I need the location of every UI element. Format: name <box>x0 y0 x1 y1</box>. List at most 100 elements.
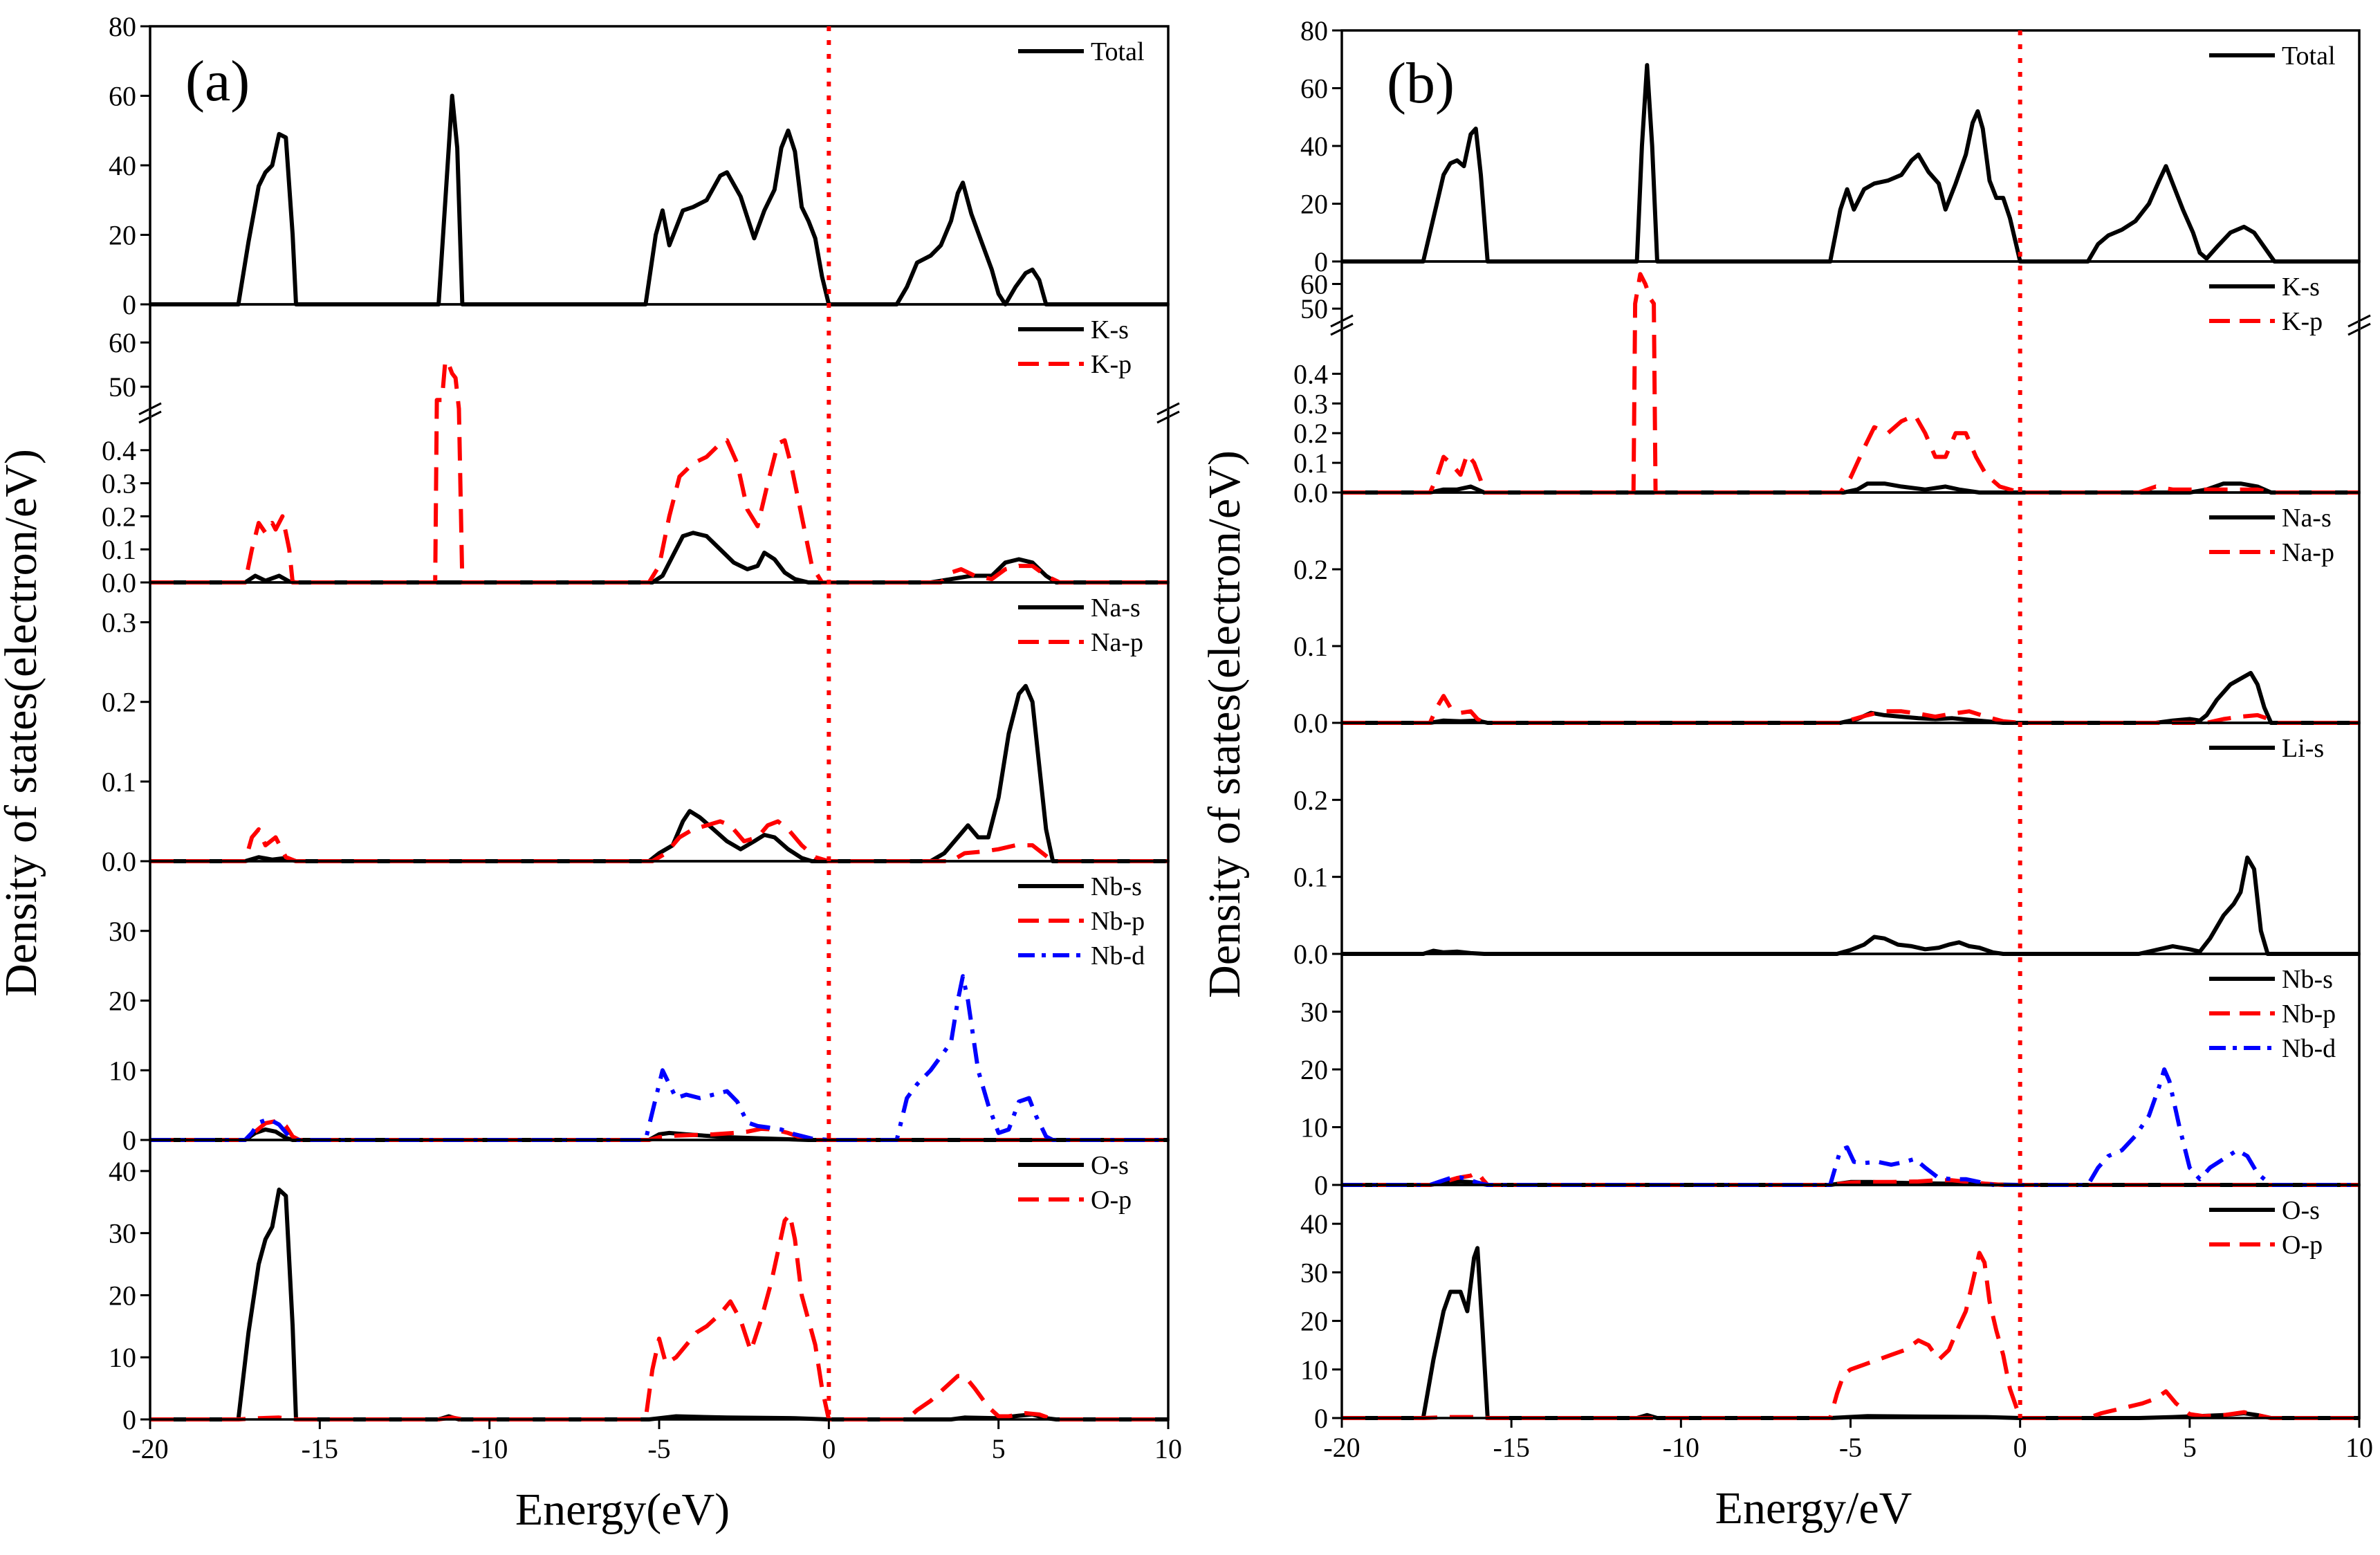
y-tick-label: 10 <box>1300 1354 1328 1386</box>
legend-label: Total <box>1091 37 1145 66</box>
series-line-nb-p <box>1342 1170 2359 1187</box>
y-tick-label: 40 <box>1300 131 1328 162</box>
x-tick-label: 10 <box>1154 1433 1182 1464</box>
legend-label: K-p <box>2282 307 2323 336</box>
y-tick-label: 0.1 <box>1293 448 1328 479</box>
y-tick-label: 20 <box>1300 1054 1328 1085</box>
legend-label: K-s <box>1091 315 1129 344</box>
y-tick-label: 0 <box>1314 1403 1328 1434</box>
y-tick-label: 10 <box>109 1342 136 1373</box>
y-tick-label: 20 <box>109 220 136 251</box>
panel-label: (b) <box>1387 51 1455 116</box>
y-tick-label: 0 <box>1314 246 1328 277</box>
y-tick-label: 30 <box>109 916 136 947</box>
series-line-o-s <box>150 1187 1168 1421</box>
subplot: 0.0 0.1 0.2 Li-s <box>1293 721 2361 970</box>
legend-label: O-s <box>2282 1196 2320 1225</box>
series-line-nb-d <box>150 974 1168 1142</box>
y-tick-label: 0.2 <box>1293 784 1328 816</box>
y-tick-label: 0.0 <box>1293 477 1328 508</box>
series-line-na-s <box>1342 670 2359 725</box>
series-line-k-p <box>150 358 1168 585</box>
y-tick-label: 0.3 <box>102 468 136 499</box>
subplot-frame <box>149 860 1170 1141</box>
y-tick-label: 0.2 <box>1293 418 1328 449</box>
legend-label: O-p <box>2282 1231 2323 1260</box>
x-tick-label: 5 <box>2183 1432 2197 1463</box>
x-tick-label: -5 <box>647 1433 670 1464</box>
y-tick-label: 0.0 <box>1293 939 1328 970</box>
series-line-na-p <box>1342 694 2359 725</box>
y-tick-label: 40 <box>109 150 136 181</box>
series-line-nb-s <box>150 1127 1168 1142</box>
y-tick-label: 0 <box>122 1125 136 1156</box>
subplot: 0 20 40 60 80 Total <box>109 11 1170 320</box>
y-tick-label: 60 <box>109 81 136 112</box>
subplot-frame <box>1340 1184 2361 1419</box>
legend-label: Na-s <box>2282 504 2332 533</box>
y-tick-label: 20 <box>109 1280 136 1311</box>
legend-label: Na-p <box>1091 628 1143 657</box>
y-tick-label: 0 <box>122 289 136 320</box>
y-tick-label: 30 <box>1300 1257 1328 1288</box>
legend-label: O-p <box>1091 1186 1132 1215</box>
y-tick-label: 20 <box>1300 1306 1328 1337</box>
y-tick-label: 60 <box>109 327 136 358</box>
series-line-total <box>150 93 1168 306</box>
subplot-frame <box>149 25 1170 306</box>
series-line-o-s <box>1342 1246 2359 1420</box>
series-line-nb-p <box>150 1118 1168 1142</box>
y-tick-label: 0.0 <box>102 846 136 877</box>
subplot: 0.0 0.1 0.2 Na-s Na-p <box>1293 491 2361 739</box>
x-tick-label: -20 <box>131 1433 168 1464</box>
legend-label: Nb-p <box>2282 1000 2336 1029</box>
legend-label: K-p <box>1091 350 1132 379</box>
y-tick-label: 0.0 <box>102 567 136 598</box>
subplot-frame <box>1340 721 2361 955</box>
x-tick-label: 0 <box>822 1433 836 1464</box>
panel-label: (a) <box>185 49 250 113</box>
y-tick-label: 0.1 <box>1293 862 1328 893</box>
series-line-k-s <box>1342 481 2359 495</box>
y-tick-label: 40 <box>1300 1208 1328 1240</box>
y-tick-label: 40 <box>109 1156 136 1187</box>
y-tick-label: 0 <box>1314 1170 1328 1201</box>
series-line-k-s <box>150 531 1168 585</box>
subplot: 0.0 0.1 0.2 0.3 Na-s Na-p <box>102 581 1170 877</box>
y-tick-label: 0.2 <box>102 501 136 532</box>
legend-label: Nb-d <box>1091 941 1145 970</box>
y-tick-label: 0.1 <box>1293 631 1328 662</box>
y-tick-label: 0.1 <box>102 534 136 565</box>
x-axis-title: Energy(eV) <box>515 1484 730 1535</box>
y-tick-label: 80 <box>1300 15 1328 46</box>
y-tick-label: 50 <box>1300 293 1328 324</box>
legend-label: Total <box>2282 42 2336 71</box>
series-line-li-s <box>1342 855 2359 956</box>
x-tick-label: -15 <box>1493 1432 1530 1463</box>
subplot: 0 10 20 30 Nb-s Nb-p Nb-d <box>109 860 1170 1156</box>
y-axis-title: Density of states(electron/eV) <box>1199 450 1250 998</box>
subplot-frame <box>1340 491 2361 724</box>
y-tick-label: 30 <box>1300 997 1328 1028</box>
y-tick-label: 0.2 <box>1293 554 1328 585</box>
y-tick-label: 20 <box>109 986 136 1017</box>
x-axis-title: Energy/eV <box>1715 1483 1912 1534</box>
subplot: 0 10 20 30 Nb-s Nb-p Nb-d <box>1300 953 2361 1201</box>
y-tick-label: 0.1 <box>102 766 136 798</box>
legend-label: O-s <box>1091 1151 1129 1180</box>
y-tick-label: 0.0 <box>1293 708 1328 739</box>
y-tick-label: 60 <box>1300 269 1328 300</box>
y-tick-label: 0.3 <box>102 607 136 638</box>
y-tick-label: 10 <box>109 1055 136 1086</box>
series-line-k-p <box>1342 272 2359 495</box>
legend-label: Nb-s <box>1091 872 1142 901</box>
subplot: 0.00.10.20.30.4 50 60 K-s K-p <box>102 303 1180 598</box>
x-tick-label: -10 <box>1663 1432 1699 1463</box>
x-tick-label: 5 <box>992 1433 1006 1464</box>
x-tick-label: 10 <box>2345 1432 2373 1463</box>
y-tick-label: 0.3 <box>1293 388 1328 419</box>
series-line-total <box>1342 63 2359 264</box>
